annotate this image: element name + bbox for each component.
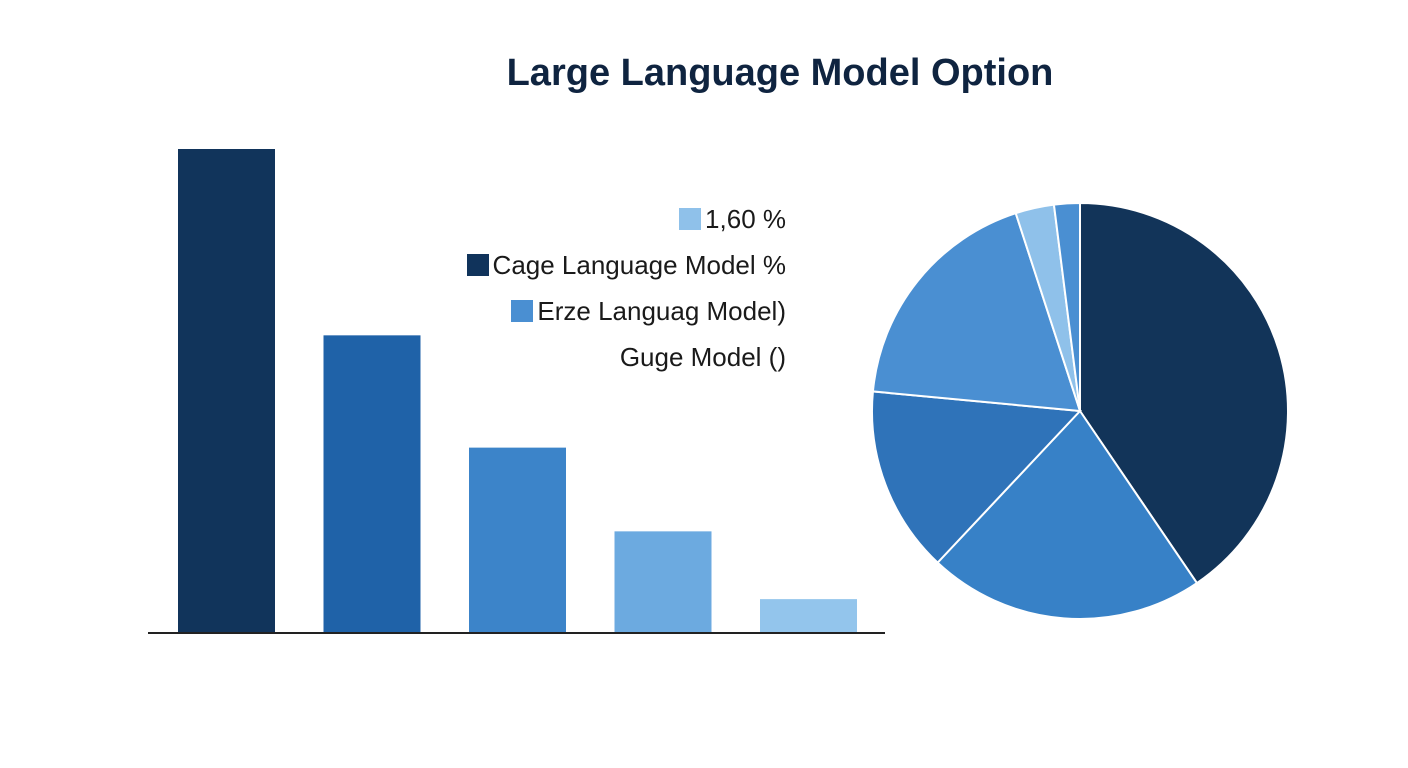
bar-3 bbox=[469, 447, 566, 633]
bar-1 bbox=[178, 149, 275, 633]
legend-item: Erze Languag Model) bbox=[467, 288, 786, 334]
legend-swatch bbox=[466, 254, 489, 276]
pie-slice-4 bbox=[871, 211, 1082, 413]
legend: 1,60 % Cage Language Model % Erze Languag … bbox=[466, 196, 786, 380]
legend-item: Cage Language Model % bbox=[466, 242, 786, 288]
legend-label: Guge Model () bbox=[619, 341, 786, 372]
legend-item: 1,60 % bbox=[467, 196, 786, 242]
legend-label: Cage Language Model % bbox=[492, 249, 786, 280]
legend-label: Erze Languag Model) bbox=[537, 295, 786, 326]
legend-swatch bbox=[679, 208, 702, 230]
bar-4 bbox=[614, 531, 712, 633]
bar-2 bbox=[323, 335, 421, 633]
pie-slice-6 bbox=[1052, 201, 1081, 412]
pie-slice-1 bbox=[1079, 201, 1289, 585]
pie-slice-2 bbox=[936, 409, 1199, 620]
pie-slice-3 bbox=[871, 390, 1083, 565]
legend-swatch bbox=[511, 300, 534, 322]
legend-item: Guge Model () bbox=[467, 334, 786, 380]
chart-title: Large Language Model Option bbox=[506, 52, 1054, 94]
legend-label: 1,60 % bbox=[705, 203, 786, 234]
bar-5 bbox=[760, 599, 857, 633]
